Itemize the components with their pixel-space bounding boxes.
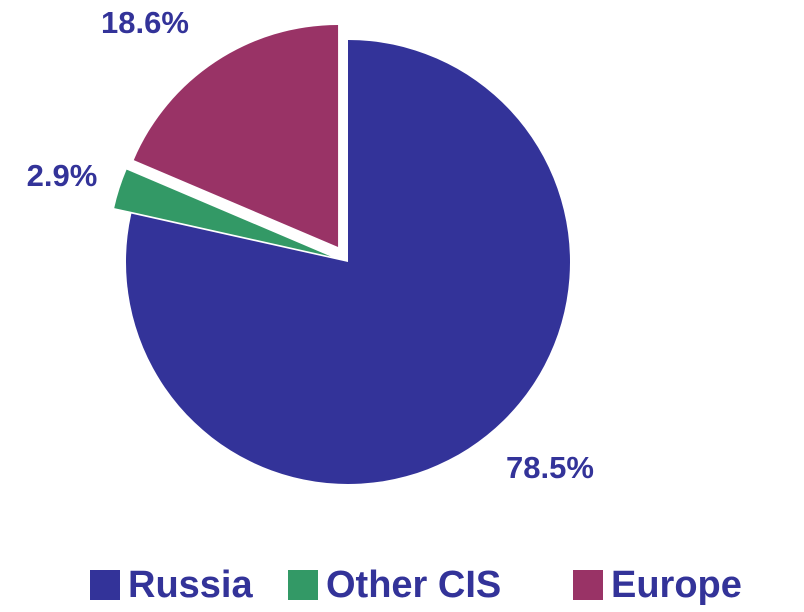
legend-swatch xyxy=(573,570,603,600)
pie-slice xyxy=(133,24,339,247)
value-label: 78.5% xyxy=(506,450,594,485)
legend-label: Europe xyxy=(611,564,742,606)
pie-slice xyxy=(114,169,331,257)
legend-label: Russia xyxy=(128,564,253,606)
legend-label: Other CIS xyxy=(326,564,501,606)
legend-swatch xyxy=(90,570,120,600)
value-label: 18.6% xyxy=(101,5,189,40)
value-label: 2.9% xyxy=(27,158,98,193)
legend-swatch xyxy=(288,570,318,600)
pie-slice xyxy=(125,40,570,485)
